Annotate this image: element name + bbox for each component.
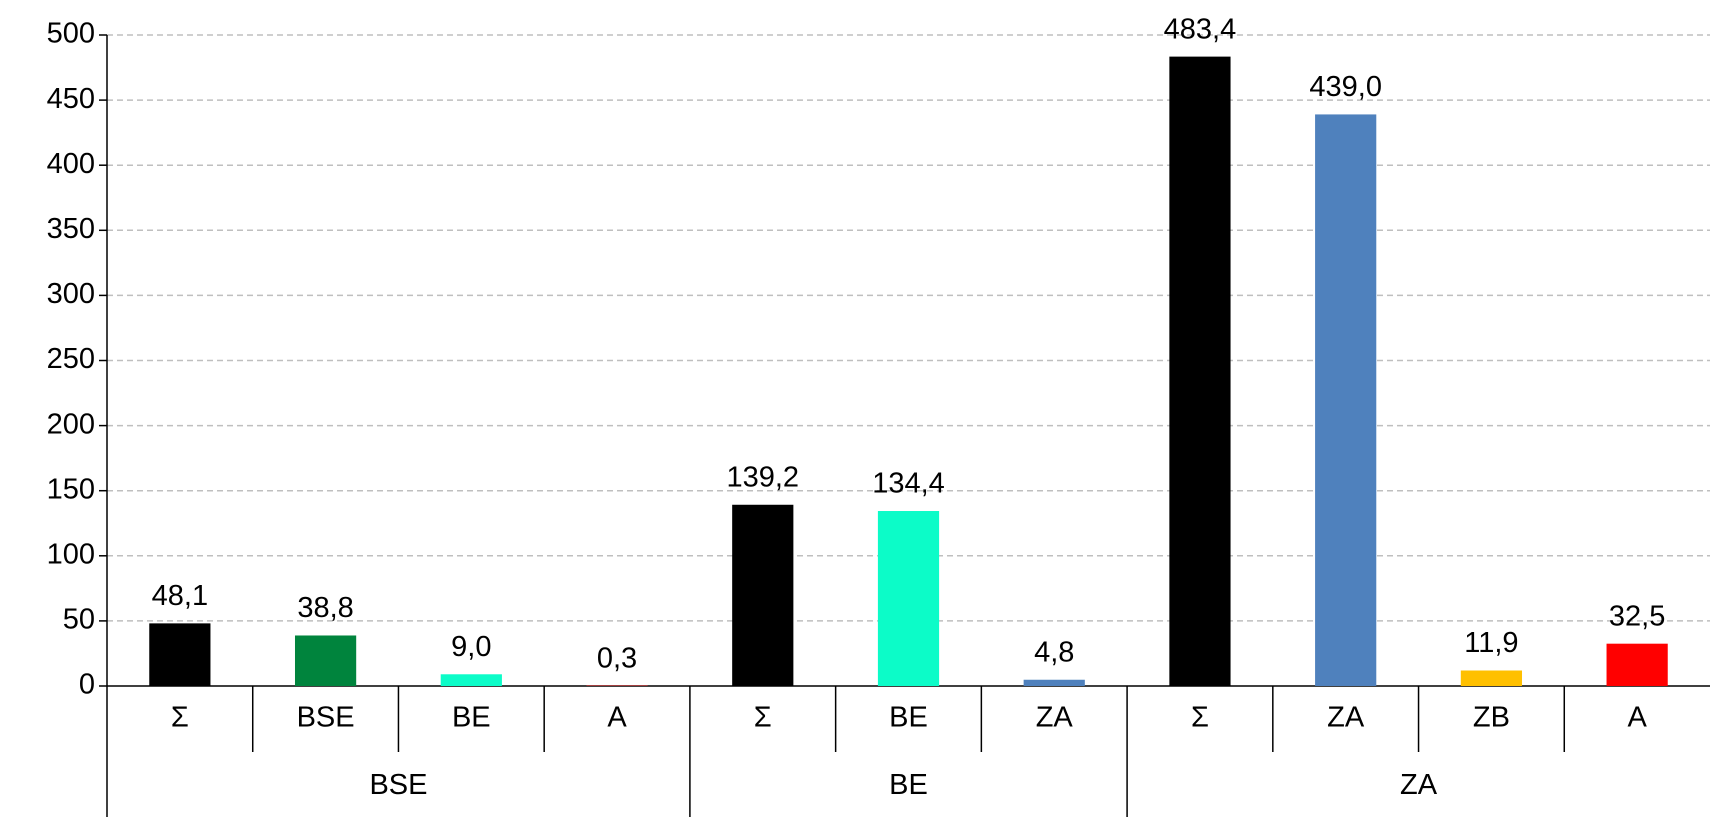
x-tick-label: A — [607, 702, 627, 734]
y-tick-label: 150 — [47, 473, 95, 505]
x-tick-label: BE — [452, 702, 491, 734]
y-tick-label: 0 — [79, 669, 95, 701]
bar — [1460, 670, 1523, 686]
value-label: 48,1 — [152, 580, 208, 612]
x-tick-label: BSE — [297, 702, 355, 734]
y-tick-label: 300 — [47, 278, 95, 310]
value-label: 0,3 — [597, 642, 637, 674]
y-tick-label: 450 — [47, 83, 95, 115]
y-tick-label: 50 — [63, 604, 95, 636]
bar — [732, 504, 794, 686]
y-tick-label: 200 — [47, 408, 95, 440]
x-tick-label: ZA — [1036, 702, 1074, 734]
group-label: BSE — [369, 769, 427, 801]
x-tick-label: BE — [889, 702, 928, 734]
y-tick-label: 500 — [47, 18, 95, 50]
value-label: 139,2 — [726, 461, 799, 493]
bar — [1169, 56, 1231, 686]
bar — [294, 635, 357, 686]
y-tick-label: 400 — [47, 148, 95, 180]
y-tick-label: 250 — [47, 343, 95, 375]
bar — [1315, 114, 1377, 686]
group-label: ZA — [1400, 769, 1438, 801]
y-tick-label: 350 — [47, 213, 95, 245]
value-label: 134,4 — [872, 468, 945, 500]
x-tick-label: Σ — [1191, 702, 1209, 734]
value-label: 439,0 — [1309, 71, 1382, 103]
value-label: 9,0 — [451, 631, 491, 663]
bar — [440, 674, 502, 686]
value-label: 11,9 — [1464, 627, 1518, 659]
value-label: 483,4 — [1164, 13, 1237, 45]
bar — [1023, 679, 1085, 686]
bar — [1606, 643, 1668, 686]
x-tick-label: Σ — [171, 702, 189, 734]
value-label: 38,8 — [297, 592, 353, 624]
value-label: 32,5 — [1609, 600, 1665, 632]
bar — [877, 511, 940, 686]
bar — [149, 623, 211, 686]
group-label: BE — [889, 769, 928, 801]
x-tick-label: ZA — [1327, 702, 1365, 734]
x-tick-label: ZB — [1473, 702, 1510, 734]
x-tick-label: Σ — [754, 702, 772, 734]
x-tick-label: A — [1627, 702, 1647, 734]
y-tick-label: 100 — [47, 538, 95, 570]
value-label: 4,8 — [1034, 636, 1074, 668]
